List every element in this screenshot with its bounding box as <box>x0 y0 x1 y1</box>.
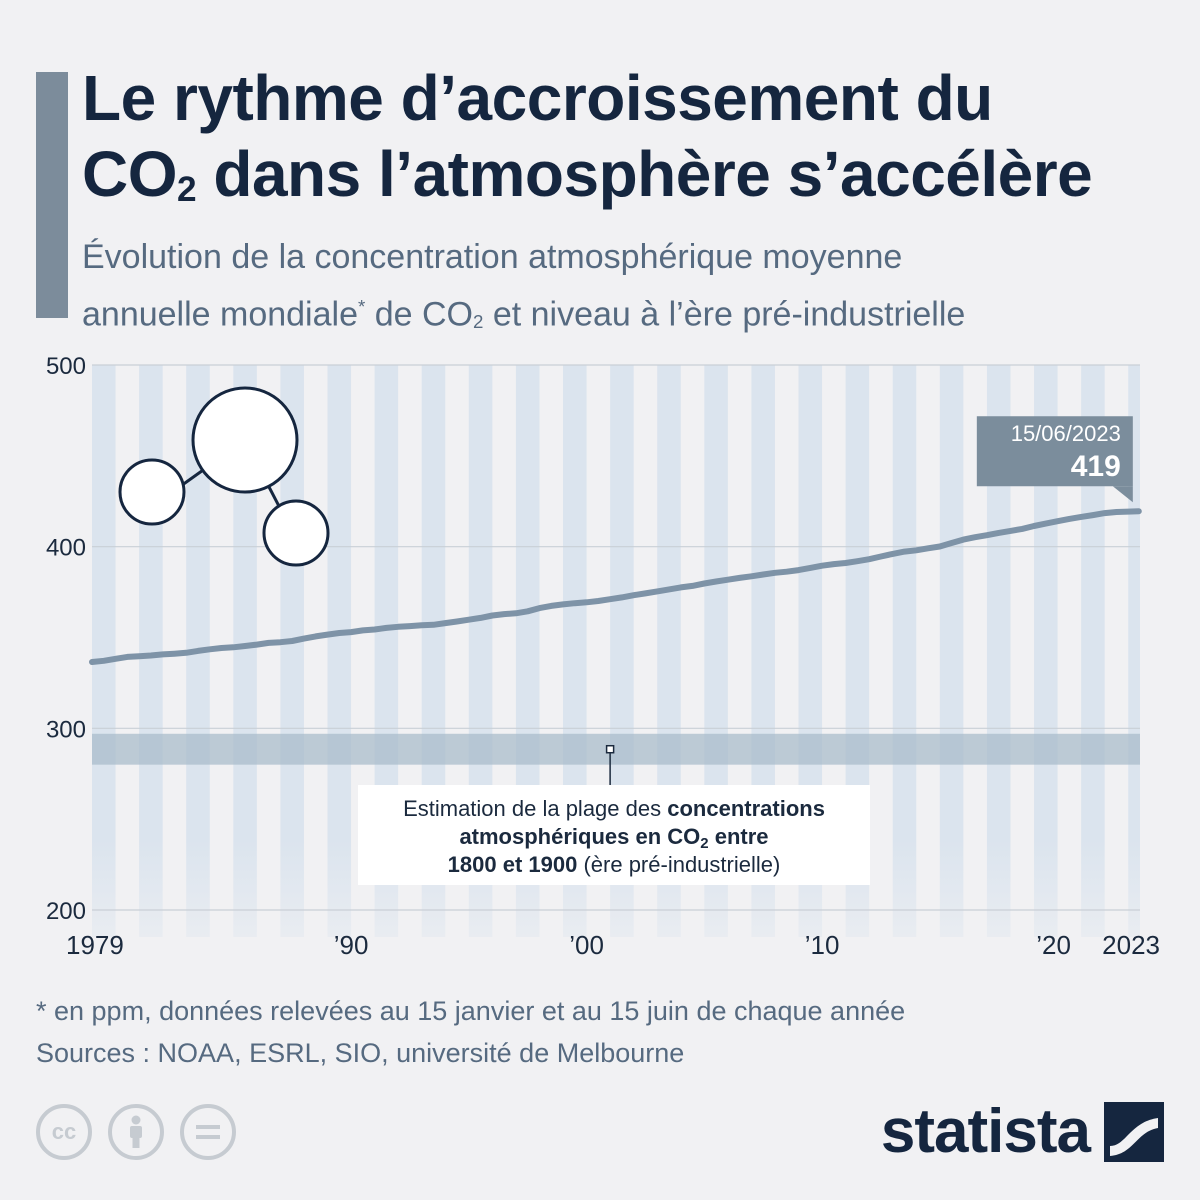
callout-tail <box>1112 486 1133 503</box>
title-co: CO <box>82 138 178 210</box>
co2-series-line <box>89 508 1142 665</box>
callout-box <box>976 416 1133 487</box>
brand-name: statista <box>880 1097 1091 1166</box>
cc-icon[interactable]: cc <box>36 1104 92 1160</box>
source-note: Sources : NOAA, ESRL, SIO, université de… <box>36 1038 685 1068</box>
year-stripe <box>986 365 1011 937</box>
title-line-1: Le rythme d’accroissement du <box>82 62 993 134</box>
attribution-icon[interactable] <box>108 1104 164 1160</box>
annotation-line-3: 1800 et 1900 (ère pré-industrielle) <box>448 852 781 877</box>
x-tick-label: ’90 <box>334 930 369 960</box>
license-icons: cc <box>36 1104 236 1160</box>
title-line-2: dans l’atmosphère s’accélère <box>196 138 1093 210</box>
subtitle-line-2c: et niveau à l’ère pré-industrielle <box>483 295 966 334</box>
x-axis-labels: 1979 ’90 ’00 ’10 ’20 2023 <box>66 930 1160 960</box>
gridlines <box>92 364 1140 911</box>
preindustrial-band <box>92 733 1140 765</box>
year-stripe <box>1034 365 1058 937</box>
y-axis-labels: 200 300 400 500 <box>46 353 86 925</box>
co2-molecule-icon <box>118 386 330 567</box>
latest-value-callout: 15/06/2023 419 <box>976 416 1133 503</box>
year-stripe <box>1081 365 1105 937</box>
y-tick-label: 200 <box>46 898 86 925</box>
callout-date: 15/06/2023 <box>1011 421 1121 446</box>
annotation-line-1: Estimation de la plage des concentration… <box>403 796 825 821</box>
subtitle-line-2a: annuelle mondiale <box>82 295 358 334</box>
x-tick-label: 1979 <box>66 930 124 960</box>
x-tick-label: 2023 <box>1102 930 1160 960</box>
year-stripe <box>233 365 257 937</box>
year-stripe <box>939 365 964 937</box>
annotation-line-2: atmosphériques en CO2 entre <box>459 824 768 852</box>
subtitle-subscript: 2 <box>472 311 484 333</box>
chart-title: Le rythme d’accroissement du CO2 dans l’… <box>82 60 1182 223</box>
x-tick-label: ’00 <box>569 930 604 960</box>
x-tick-label: ’20 <box>1036 930 1071 960</box>
footnote: * en ppm, données relevées au 15 janvier… <box>36 996 906 1026</box>
chart-subtitle: Évolution de la concentration atmosphéri… <box>82 232 1182 344</box>
band-annotation: Estimation de la plage des concentration… <box>358 744 870 885</box>
subtitle-asterisk: * <box>357 296 366 317</box>
no-derivatives-icon[interactable] <box>180 1104 236 1160</box>
annotation-marker <box>605 744 615 754</box>
accent-bar <box>36 72 68 318</box>
y-tick-label: 500 <box>46 353 86 380</box>
subtitle-line-2b: de CO <box>365 295 473 334</box>
x-tick-label: ’10 <box>805 930 840 960</box>
y-tick-label: 400 <box>46 535 86 562</box>
statista-logo[interactable]: statista <box>881 1096 1164 1167</box>
year-stripe <box>892 365 917 937</box>
co2-line-chart: Estimation de la plage des concentration… <box>46 353 1160 962</box>
subtitle-line-1: Évolution de la concentration atmosphéri… <box>82 238 903 276</box>
statista-mark-icon <box>1104 1101 1164 1162</box>
year-stripe <box>92 365 116 937</box>
callout-value: 419 <box>1071 450 1121 483</box>
year-stripe <box>327 365 352 937</box>
year-stripe <box>1128 365 1140 937</box>
y-tick-label: 300 <box>46 716 86 743</box>
annotation-box <box>358 785 870 885</box>
title-co-subscript: 2 <box>177 170 197 210</box>
